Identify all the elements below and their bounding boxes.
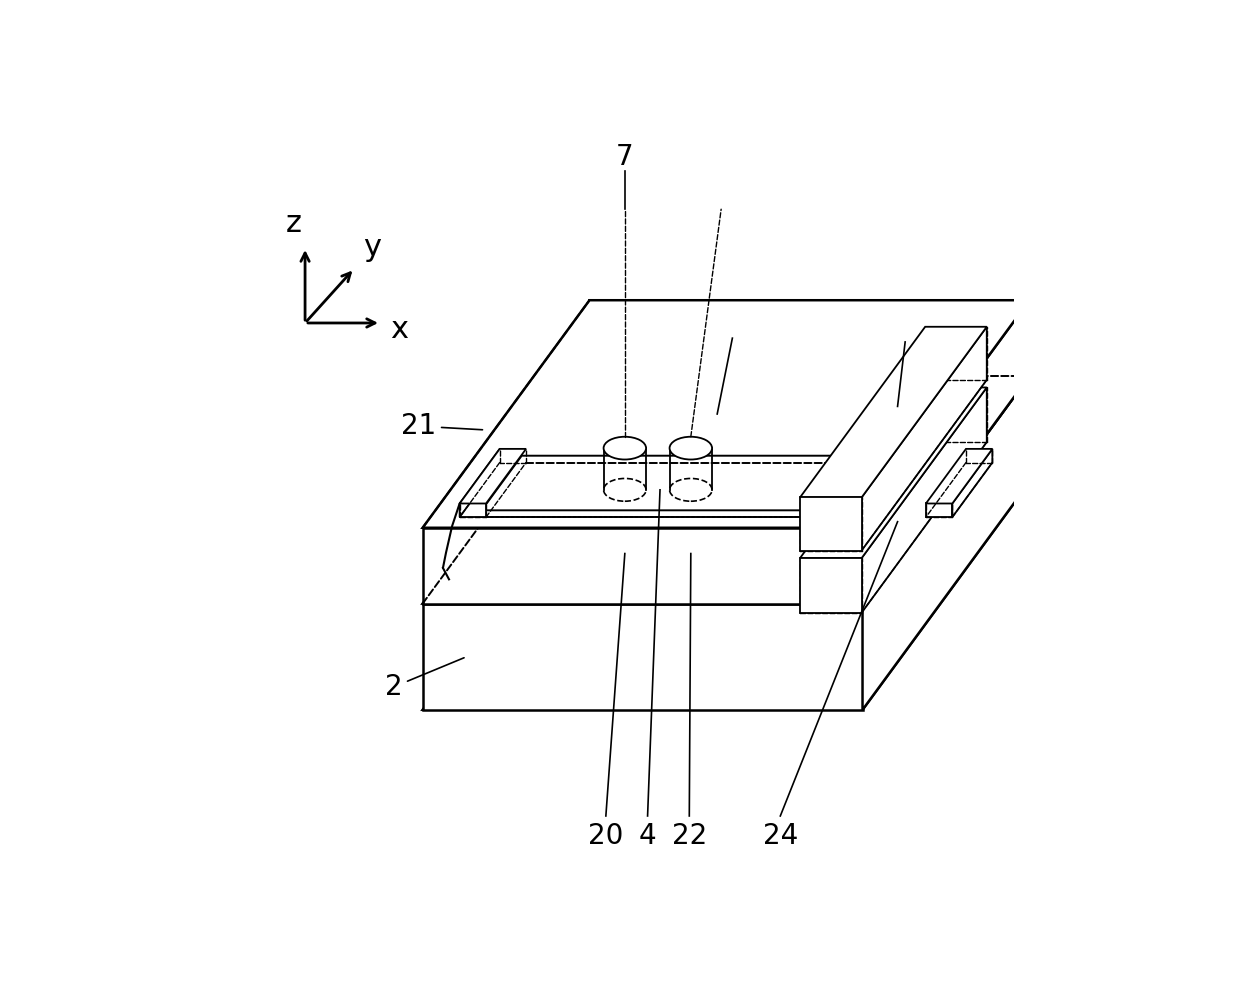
Polygon shape [482,456,970,510]
Text: 22: 22 [672,822,707,850]
Polygon shape [930,456,970,517]
Ellipse shape [669,436,712,459]
Text: 23: 23 [887,314,923,342]
Polygon shape [953,449,992,517]
Polygon shape [422,300,1030,528]
Text: 4: 4 [639,822,657,850]
Polygon shape [926,449,992,503]
Polygon shape [422,483,1030,710]
Polygon shape [861,387,986,613]
Ellipse shape [603,479,646,501]
Text: 2: 2 [384,658,465,701]
Text: 1: 1 [724,310,741,338]
Polygon shape [800,327,986,497]
Text: 20: 20 [589,822,623,850]
Polygon shape [460,449,499,517]
Polygon shape [926,503,953,517]
Text: y: y [363,233,382,262]
Polygon shape [482,510,930,517]
Text: 24: 24 [763,822,798,850]
Polygon shape [800,387,986,558]
Polygon shape [861,327,986,551]
Polygon shape [862,300,1030,604]
Text: 7: 7 [616,143,633,171]
Polygon shape [422,376,1030,604]
Polygon shape [800,558,861,613]
Polygon shape [862,376,1030,710]
Polygon shape [422,604,862,710]
Polygon shape [460,449,527,503]
Text: x: x [390,314,408,344]
Polygon shape [422,528,862,604]
Text: 21: 21 [400,412,482,440]
Ellipse shape [603,436,646,459]
Text: z: z [286,209,301,238]
Polygon shape [800,497,861,551]
Ellipse shape [669,479,712,501]
Polygon shape [460,503,486,517]
